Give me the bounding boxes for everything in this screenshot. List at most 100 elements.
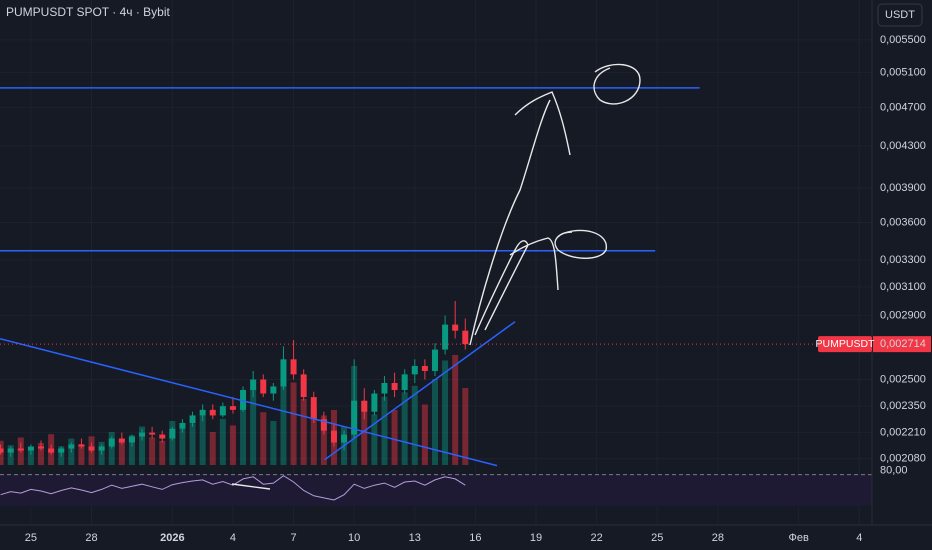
candle-body: [452, 324, 459, 331]
candle-body: [128, 436, 135, 443]
candle-body: [320, 419, 327, 431]
candle-body: [199, 409, 206, 416]
grid: [0, 0, 872, 525]
x-tick-label: 22: [590, 532, 602, 544]
candle-body: [401, 374, 408, 390]
volume-bar: [78, 444, 85, 465]
volume-bar: [452, 355, 459, 465]
y-tick-label: 0,002350: [880, 400, 926, 412]
x-tick-label: 2026: [160, 532, 184, 544]
x-tick-label: 25: [25, 532, 37, 544]
candle-body: [219, 406, 226, 416]
scribbles: [231, 63, 641, 490]
candle-body: [290, 359, 297, 375]
candle-body: [421, 365, 428, 371]
last-price-label: 0,002714: [880, 338, 926, 350]
candle-body: [310, 397, 317, 420]
y-tick-label: 0,004300: [880, 140, 926, 152]
volume-bar: [320, 415, 327, 465]
volume-bar: [179, 428, 186, 465]
volume-bar: [219, 418, 226, 465]
y-tick-label: 0,003900: [880, 182, 926, 194]
candle-body: [159, 434, 166, 439]
volume-bar: [270, 421, 277, 465]
volume-bar: [38, 443, 45, 465]
volume-bar: [139, 426, 146, 465]
candle-body: [27, 446, 34, 451]
x-tick-label: Фев: [788, 532, 808, 544]
volume-bar: [189, 423, 196, 465]
volume-bar: [280, 377, 287, 465]
x-tick-label: 4: [856, 532, 862, 544]
volume-bar: [209, 432, 216, 465]
plot: [0, 87, 872, 501]
y-tick-label: 0,002210: [880, 427, 926, 439]
candle-body: [330, 430, 337, 443]
candle-body: [270, 386, 277, 394]
candle-body: [7, 448, 14, 453]
volume-bar: [229, 425, 236, 465]
y-tick-label: 0,003600: [880, 216, 926, 228]
volume-bar: [0, 440, 4, 465]
y-tick-label: 0,005500: [880, 34, 926, 46]
candle-body: [442, 324, 449, 350]
volume-bar: [240, 404, 247, 465]
candle-body: [381, 382, 388, 394]
rsi-band: [0, 474, 872, 506]
volume-bar: [260, 412, 267, 465]
candle-body: [300, 374, 307, 398]
symbol-label: PUMPUSDT: [816, 338, 876, 350]
volume-bar: [250, 388, 257, 465]
volume-bar: [371, 414, 378, 465]
candle-body: [462, 330, 469, 345]
volume-bar: [290, 382, 297, 465]
axes: 0,002080 0,002210 0,002350 0,002500 0,002900…: [25, 34, 931, 544]
x-tick-label: 19: [530, 532, 542, 544]
candle-body: [250, 379, 257, 390]
y-tick-label: 0,002080: [880, 453, 926, 465]
candle-body: [280, 359, 287, 387]
y-tick-label: 0,003100: [880, 281, 926, 293]
candle-body: [179, 422, 186, 429]
volume-bar: [300, 399, 307, 465]
candle-body: [260, 379, 267, 394]
candle-body: [371, 393, 378, 412]
volume-bar: [421, 404, 428, 465]
candle-body: [98, 446, 105, 451]
candle-body: [68, 444, 75, 449]
candle-body: [118, 438, 125, 443]
volume-bar: [149, 437, 156, 465]
x-tick-label: 16: [469, 532, 481, 544]
volume-bar: [27, 448, 34, 465]
rsi-tick-label: 80,00: [880, 465, 908, 477]
volume-bar: [310, 407, 317, 465]
volume-bar: [381, 396, 388, 465]
volume-bar: [118, 439, 125, 465]
x-tick-label: 25: [651, 532, 663, 544]
y-tick-label: 0,005100: [880, 66, 926, 78]
candle-body: [48, 448, 55, 453]
price-axis-panel: [872, 0, 932, 550]
x-tick-label: 28: [712, 532, 724, 544]
candle-body: [108, 438, 115, 447]
volume-bar: [401, 392, 408, 465]
drawn-line: [324, 321, 516, 461]
candle-body: [17, 448, 24, 451]
candle-body: [58, 448, 65, 453]
x-tick-label: 7: [291, 532, 297, 544]
y-tick-label: 0,004700: [880, 101, 926, 113]
volume-bar: [159, 440, 166, 465]
candle-body: [341, 434, 348, 443]
chart-title: PUMPUSDT SPOT · 4ч · Bybit: [6, 5, 171, 19]
candle-body: [351, 400, 358, 435]
currency-label[interactable]: USDT: [885, 9, 915, 21]
candle-body: [78, 444, 85, 447]
candle-body: [229, 406, 236, 410]
currency-button[interactable]: [877, 3, 923, 27]
candle-body: [88, 446, 95, 451]
y-tick-label: 0,002900: [880, 309, 926, 321]
candle-body: [431, 349, 438, 371]
y-tick-label: 0,002500: [880, 373, 926, 385]
volume-bar: [199, 415, 206, 465]
